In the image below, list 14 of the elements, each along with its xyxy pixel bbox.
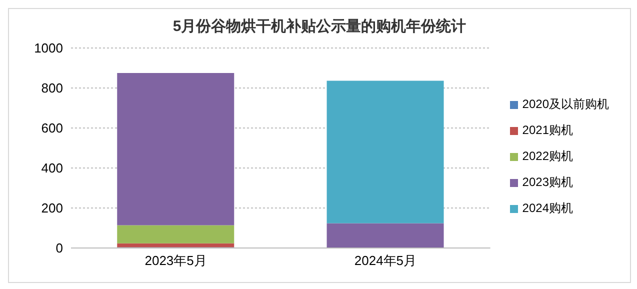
y-tick-label: 1000 [34, 40, 63, 56]
y-tick-label: 400 [41, 160, 63, 176]
legend-label: 2021购机 [522, 123, 573, 137]
legend-label: 2023购机 [522, 175, 573, 189]
legend-label: 2024购机 [522, 201, 573, 215]
chart-title: 5月份谷物烘干机补贴公示量的购机年份统计 [172, 17, 468, 36]
x-tick-label: 2023年5月 [144, 253, 207, 268]
legend-label: 2020及以前购机 [522, 97, 609, 111]
y-tick-label: 0 [56, 240, 63, 256]
y-tick-label: 600 [41, 120, 63, 136]
y-tick-label: 800 [41, 80, 63, 96]
legend-label: 2022购机 [522, 149, 573, 163]
y-tick-label: 200 [41, 200, 63, 216]
x-tick-label: 2024年5月 [354, 253, 417, 268]
